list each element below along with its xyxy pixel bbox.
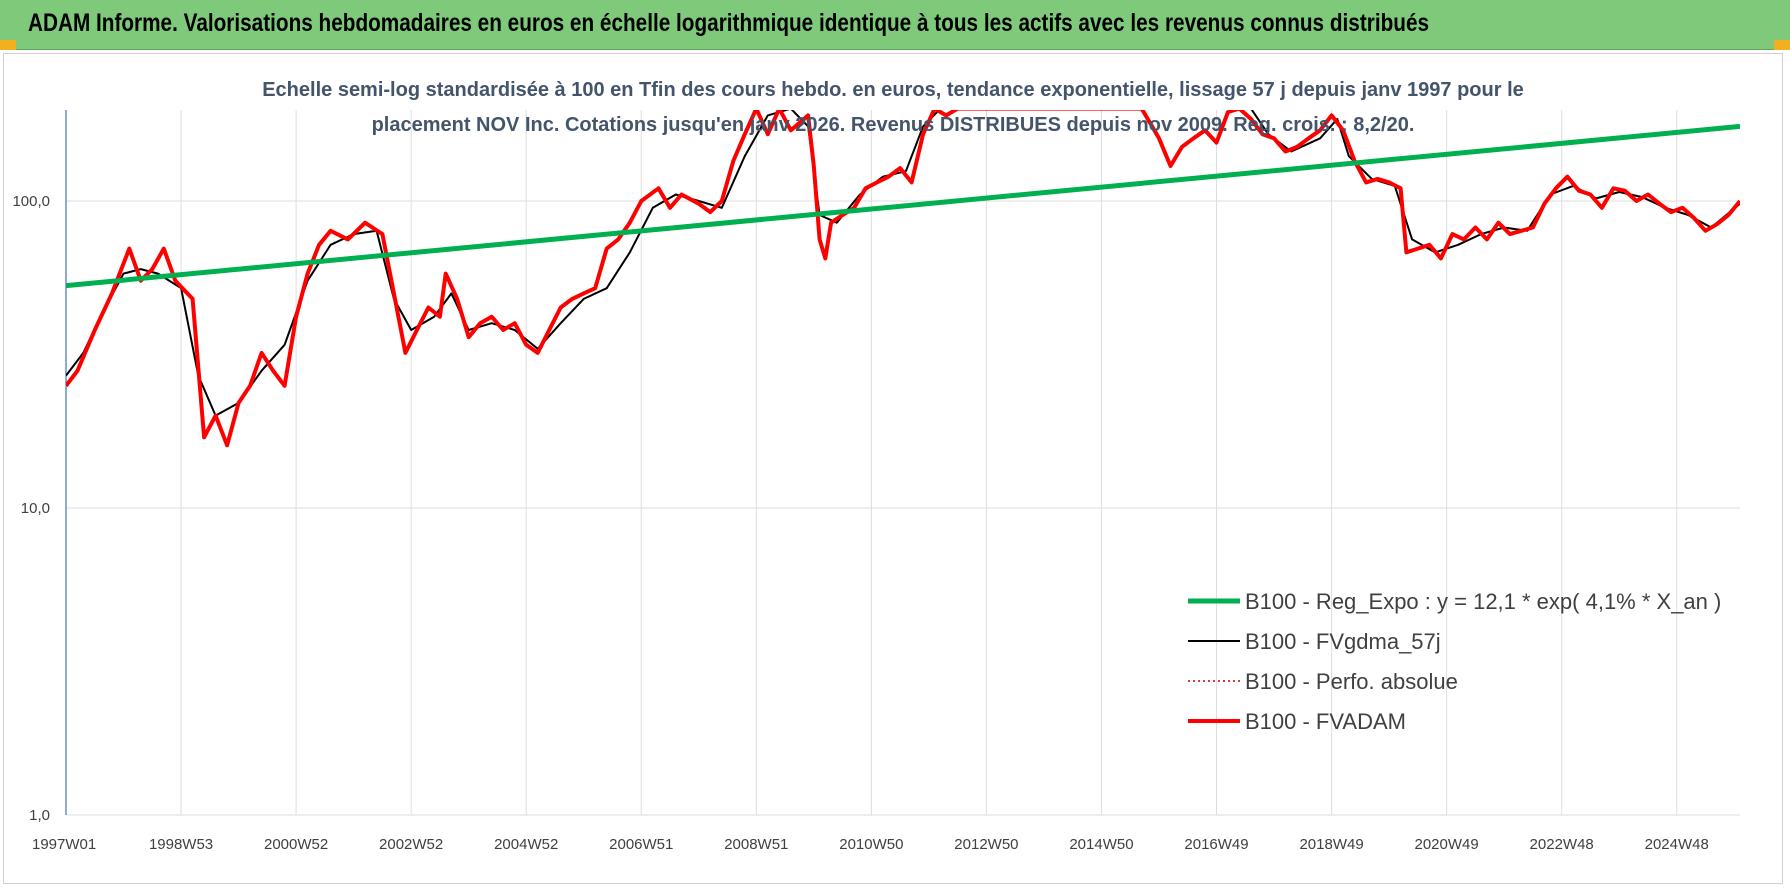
legend-label-3: B100 - FVADAM [1245, 709, 1406, 734]
chart-title-line-2: placement NOV Inc. Cotations jusqu'en ja… [372, 114, 1415, 136]
x-tick-label: 2000W52 [264, 836, 328, 853]
x-tick-label: 2020W49 [1415, 836, 1479, 853]
x-tick-label: 2004W52 [494, 836, 558, 853]
grid-layer [65, 110, 1740, 816]
x-tick-label: 2008W51 [724, 836, 788, 853]
x-tick-label: 2012W50 [954, 836, 1018, 853]
chart-frame [3, 53, 1783, 884]
corner-marker-right [1774, 40, 1790, 50]
legend-label-2: B100 - Perfo. absolue [1245, 669, 1458, 694]
x-tick-label: 2024W48 [1645, 836, 1709, 853]
series-layer [66, 110, 1740, 448]
chart-title-line-1: Echelle semi-log standardisée à 100 en T… [262, 79, 1524, 101]
legend-label-1: B100 - FVgdma_57j [1245, 629, 1441, 654]
y-tick-label: 10,0 [21, 500, 50, 517]
series-line-3 [66, 110, 1740, 448]
legend: B100 - Reg_Expo : y = 12,1 * exp( 4,1% *… [1188, 589, 1721, 734]
x-tick-label: 1998W53 [149, 836, 213, 853]
series-line-0 [66, 123, 1740, 289]
x-tick-label: 2022W48 [1530, 836, 1594, 853]
y-tick-labels: 1,0 10,0 100,0 [12, 193, 50, 824]
x-tick-labels: 1997W01 1998W53 2000W52 2002W52 2004W52 2006W… [32, 836, 1709, 853]
header-banner: ADAM Informe. Valorisations hebdomadaire… [0, 0, 1790, 50]
x-tick-label: 2018W49 [1299, 836, 1363, 853]
x-tick-label: 1997W01 [32, 836, 96, 853]
x-tick-label: 2010W50 [839, 836, 903, 853]
x-tick-label: 2002W52 [379, 836, 443, 853]
x-tick-label: 2006W51 [609, 836, 673, 853]
y-tick-label: 100,0 [12, 193, 50, 210]
corner-marker-left [0, 40, 16, 50]
x-tick-label: 2014W50 [1069, 836, 1133, 853]
x-tick-label: 2016W49 [1184, 836, 1248, 853]
y-tick-label: 1,0 [29, 807, 50, 824]
banner-title: ADAM Informe. Valorisations hebdomadaire… [28, 9, 1430, 37]
series-line-1 [66, 110, 1740, 417]
legend-label-0: B100 - Reg_Expo : y = 12,1 * exp( 4,1% *… [1245, 589, 1721, 614]
